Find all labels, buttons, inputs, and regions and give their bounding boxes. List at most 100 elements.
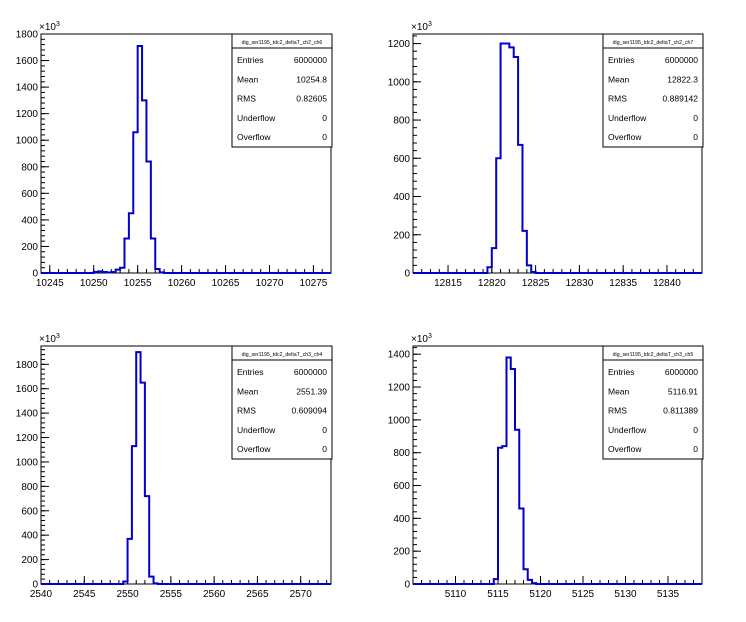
stats-value: 0	[322, 425, 327, 435]
y-multiplier-base: ×10	[39, 334, 56, 345]
stats-value: 0	[322, 444, 327, 454]
stats-value: 0	[322, 113, 327, 123]
y-tick-label: 800	[21, 482, 38, 493]
y-tick-label: 800	[393, 448, 410, 459]
stats-label: RMS	[608, 406, 627, 416]
stats-label: Overflow	[237, 444, 271, 454]
y-tick-label: 0	[32, 269, 38, 280]
histogram-bin	[133, 132, 137, 273]
histogram-bin	[528, 580, 532, 584]
histogram-bin	[111, 272, 115, 273]
y-tick-label: 1800	[16, 360, 39, 371]
histogram-bin	[531, 272, 535, 273]
histogram-bin	[138, 46, 142, 273]
histogram-bin	[501, 44, 505, 273]
x-tick-label: 12830	[565, 278, 593, 289]
stats-histogram-name: dig_ser1195_tdc2_deltaT_ch3_ch4	[242, 352, 323, 358]
histogram-bin	[515, 430, 519, 584]
x-tick-label: 2560	[203, 589, 226, 600]
histogram-bin	[494, 579, 498, 584]
x-tick-label: 5125	[572, 589, 595, 600]
histogram-bin	[492, 248, 496, 273]
histogram-bin	[124, 238, 128, 273]
y-tick-label: 400	[393, 192, 410, 203]
stats-value: 0	[693, 444, 698, 454]
histogram-bin	[123, 582, 127, 584]
histogram-bin	[120, 268, 124, 273]
y-tick-label: 600	[393, 154, 410, 165]
x-tick-label: 12820	[478, 278, 506, 289]
y-multiplier-label: ×103	[39, 21, 60, 33]
stats-value: 0.609094	[292, 406, 328, 416]
histogram-bin	[511, 369, 515, 584]
y-multiplier-exponent: 3	[56, 21, 60, 28]
stats-label: Underflow	[237, 113, 276, 123]
histogram-line	[41, 44, 331, 274]
histogram-bin	[496, 158, 500, 273]
x-tick-label: 10270	[256, 278, 284, 289]
stats-value: 6000000	[294, 55, 327, 65]
x-tick-label: 12825	[522, 278, 550, 289]
histogram-bin	[142, 100, 146, 273]
stats-value: 12822.3	[667, 74, 698, 84]
histogram-bin	[524, 569, 528, 584]
x-tick-label: 2540	[30, 589, 53, 600]
x-tick-label: 5110	[445, 589, 467, 600]
histogram-bin	[518, 145, 522, 273]
y-tick-label: 1000	[388, 77, 411, 88]
x-tick-label: 10265	[212, 278, 240, 289]
histogram-bin	[532, 583, 536, 584]
x-tick-label: 2565	[246, 589, 269, 600]
histogram-bin	[141, 383, 145, 584]
histogram-bin	[129, 213, 133, 273]
histogram-bin	[136, 352, 140, 584]
x-tick-label: 10260	[168, 278, 196, 289]
histogram-bin	[507, 357, 511, 584]
y-tick-label: 600	[21, 506, 38, 517]
y-tick-label: 200	[393, 230, 410, 241]
stats-label: Overflow	[608, 444, 642, 454]
histogram-bin	[128, 539, 132, 584]
y-tick-label: 600	[21, 189, 38, 200]
y-tick-label: 0	[404, 580, 410, 591]
y-multiplier-exponent: 3	[428, 333, 432, 340]
stats-label: Mean	[237, 386, 259, 396]
y-tick-label: 1800	[16, 30, 39, 41]
stats-value: 0	[693, 425, 698, 435]
histogram-bin	[527, 265, 531, 273]
stats-value: 0	[322, 132, 327, 142]
histogram-line	[41, 351, 331, 585]
y-tick-label: 1600	[16, 384, 39, 395]
histogram-bin	[116, 270, 120, 273]
stats-value: 5116.91	[668, 386, 698, 396]
histogram-bin	[498, 448, 502, 584]
y-multiplier-base: ×10	[411, 22, 428, 33]
x-tick-label: 10245	[36, 278, 64, 289]
stats-label: Underflow	[237, 425, 276, 435]
histogram-panel-4: 0 200 400 600 800 1000 1200 1400 5110 5115 5120 512…	[388, 333, 704, 600]
stats-label: Overflow	[237, 132, 271, 142]
stats-value: 0.889142	[663, 94, 699, 104]
histogram-line	[413, 42, 702, 274]
stats-label: RMS	[237, 406, 256, 416]
x-tick-label: 2555	[160, 589, 183, 600]
y-multiplier-label: ×103	[39, 333, 60, 345]
stats-label: Overflow	[608, 132, 642, 142]
stats-label: Mean	[237, 74, 259, 84]
y-multiplier-exponent: 3	[428, 21, 432, 28]
stats-value: 0	[693, 113, 698, 123]
y-tick-label: 1200	[16, 433, 39, 444]
histogram-bin	[502, 446, 506, 584]
histogram-bin	[132, 446, 136, 584]
y-tick-label: 800	[21, 162, 38, 173]
stats-histogram-name: dig_ser1195_tdc2_deltaT_ch2_ch6	[242, 40, 323, 46]
stats-value: 6000000	[294, 367, 327, 377]
y-multiplier-base: ×10	[411, 334, 428, 345]
stats-value: 10254.8	[296, 74, 327, 84]
stats-box	[602, 33, 704, 148]
histogram-bin	[519, 508, 523, 584]
y-tick-label: 200	[393, 547, 410, 558]
histogram-bin	[487, 267, 491, 273]
y-tick-label: 0	[404, 269, 410, 280]
